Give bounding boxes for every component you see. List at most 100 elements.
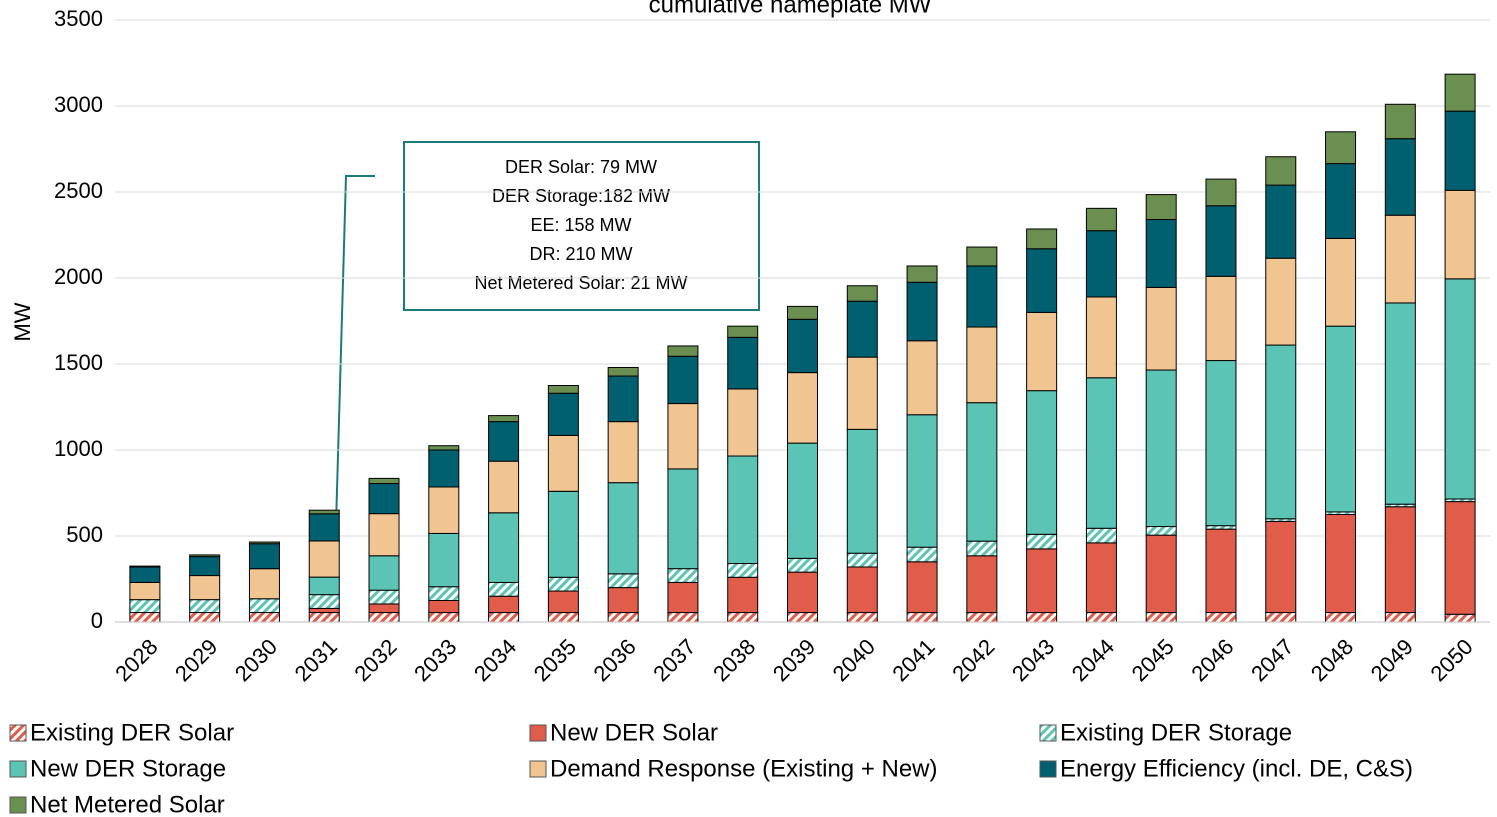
bar-segment <box>488 415 520 423</box>
annotation-line: Net Metered Solar: 21 MW <box>474 273 687 293</box>
x-tick-label: 2029 <box>170 634 222 686</box>
bar-segment <box>1085 612 1117 623</box>
annotation-line: DER Storage:182 MW <box>492 186 670 206</box>
bar-segment <box>966 402 998 542</box>
bar-segment <box>308 509 340 515</box>
bar-segment <box>1205 360 1237 527</box>
x-tick-label: 2043 <box>1007 634 1059 686</box>
bar-segment <box>368 589 400 605</box>
bar-segment <box>368 477 400 485</box>
bar-segment <box>189 612 221 623</box>
bar-segment <box>667 355 699 405</box>
bar-segment <box>308 576 340 596</box>
bar-segment <box>1444 613 1476 623</box>
x-tick-label: 2041 <box>887 634 939 686</box>
bar-segment <box>667 345 699 357</box>
x-tick-label: 2049 <box>1366 634 1418 686</box>
x-tick-label: 2034 <box>469 634 521 686</box>
bar-segment <box>1205 205 1237 277</box>
bar-segment <box>787 557 818 573</box>
bar-segment <box>1026 548 1058 614</box>
bar-segment <box>1205 275 1237 362</box>
bar-segment <box>129 566 161 583</box>
bar-segment <box>1085 296 1117 379</box>
bar-segment <box>1145 369 1177 528</box>
y-axis-label: MW <box>10 302 35 341</box>
bar-segment <box>1205 528 1237 614</box>
x-tick-label: 2042 <box>947 634 999 686</box>
bar-segment <box>308 612 340 623</box>
bar-segment <box>368 555 400 591</box>
bar-segment <box>727 576 759 614</box>
bar-segment <box>1085 542 1117 614</box>
chart-title: cumulative nameplate MW <box>649 0 932 18</box>
bar-segment <box>906 265 938 283</box>
bar-segment <box>727 455 759 565</box>
bar-segment <box>368 513 400 557</box>
bar-segment <box>1444 189 1476 280</box>
bar-segment <box>667 568 699 583</box>
bar-segment <box>966 246 998 267</box>
bar-segment <box>428 586 460 601</box>
bar-segment <box>1026 248 1058 313</box>
bar-segment <box>308 513 340 542</box>
bar-segment <box>727 388 759 457</box>
bar-segment <box>906 281 938 342</box>
bar-segment <box>547 576 579 592</box>
x-tick-label: 2047 <box>1246 634 1298 686</box>
bar-segment <box>667 612 699 623</box>
bar-segment <box>129 612 161 623</box>
bar-segment <box>189 556 221 577</box>
bar-segment <box>248 598 280 614</box>
x-tick-label: 2039 <box>768 634 820 686</box>
bar-segment <box>1145 194 1177 221</box>
bar-segment <box>906 561 938 614</box>
bar-segment <box>1026 612 1058 623</box>
bar-segment <box>1145 534 1177 614</box>
x-tick-label: 2048 <box>1306 634 1358 686</box>
legend-swatch <box>9 760 27 778</box>
bar-segment <box>667 468 699 570</box>
bar-segment <box>129 581 161 601</box>
annotation-box <box>403 141 760 311</box>
bar-segment <box>1444 73 1476 112</box>
bar-segment <box>547 590 579 614</box>
bar-segment <box>846 552 878 568</box>
bar-segment <box>846 428 878 554</box>
y-tick-label: 3500 <box>54 6 103 31</box>
y-tick-label: 0 <box>91 608 103 633</box>
bar-segment <box>547 612 579 623</box>
legend-swatch <box>529 724 547 742</box>
y-tick-label: 500 <box>66 522 103 547</box>
bar-segment <box>1444 278 1476 500</box>
bar-segment <box>428 449 460 488</box>
bar-segment <box>547 385 579 394</box>
y-tick-label: 3000 <box>54 92 103 117</box>
bar-segment <box>1384 506 1416 614</box>
bar-segment <box>1085 230 1117 298</box>
bar-segment <box>787 571 818 614</box>
bar-segment <box>787 305 818 320</box>
bar-segment <box>607 482 639 575</box>
x-tick-label: 2036 <box>589 634 641 686</box>
annotation-line: DER Solar: 79 MW <box>505 157 657 177</box>
bar-segment <box>607 573 639 589</box>
bar-segment <box>1085 377 1117 529</box>
x-tick-label: 2030 <box>230 634 282 686</box>
bar-segment <box>1205 612 1237 623</box>
bar-segment <box>428 532 460 588</box>
bar-segment <box>727 563 759 578</box>
bar-segment <box>906 340 938 416</box>
x-tick-label: 2044 <box>1067 634 1119 686</box>
bar-segment <box>129 599 161 614</box>
bar-segment <box>488 512 520 583</box>
x-tick-label: 2045 <box>1127 634 1179 686</box>
y-tick-label: 2500 <box>54 178 103 203</box>
bar-segment <box>846 300 878 358</box>
bar-segment <box>248 541 280 545</box>
annotation-line: DR: 210 MW <box>529 244 632 264</box>
bar-segment <box>428 486 460 534</box>
bar-segment <box>1265 612 1297 623</box>
legend-swatch <box>9 796 27 814</box>
legend-label: Demand Response (Existing + New) <box>550 755 938 782</box>
